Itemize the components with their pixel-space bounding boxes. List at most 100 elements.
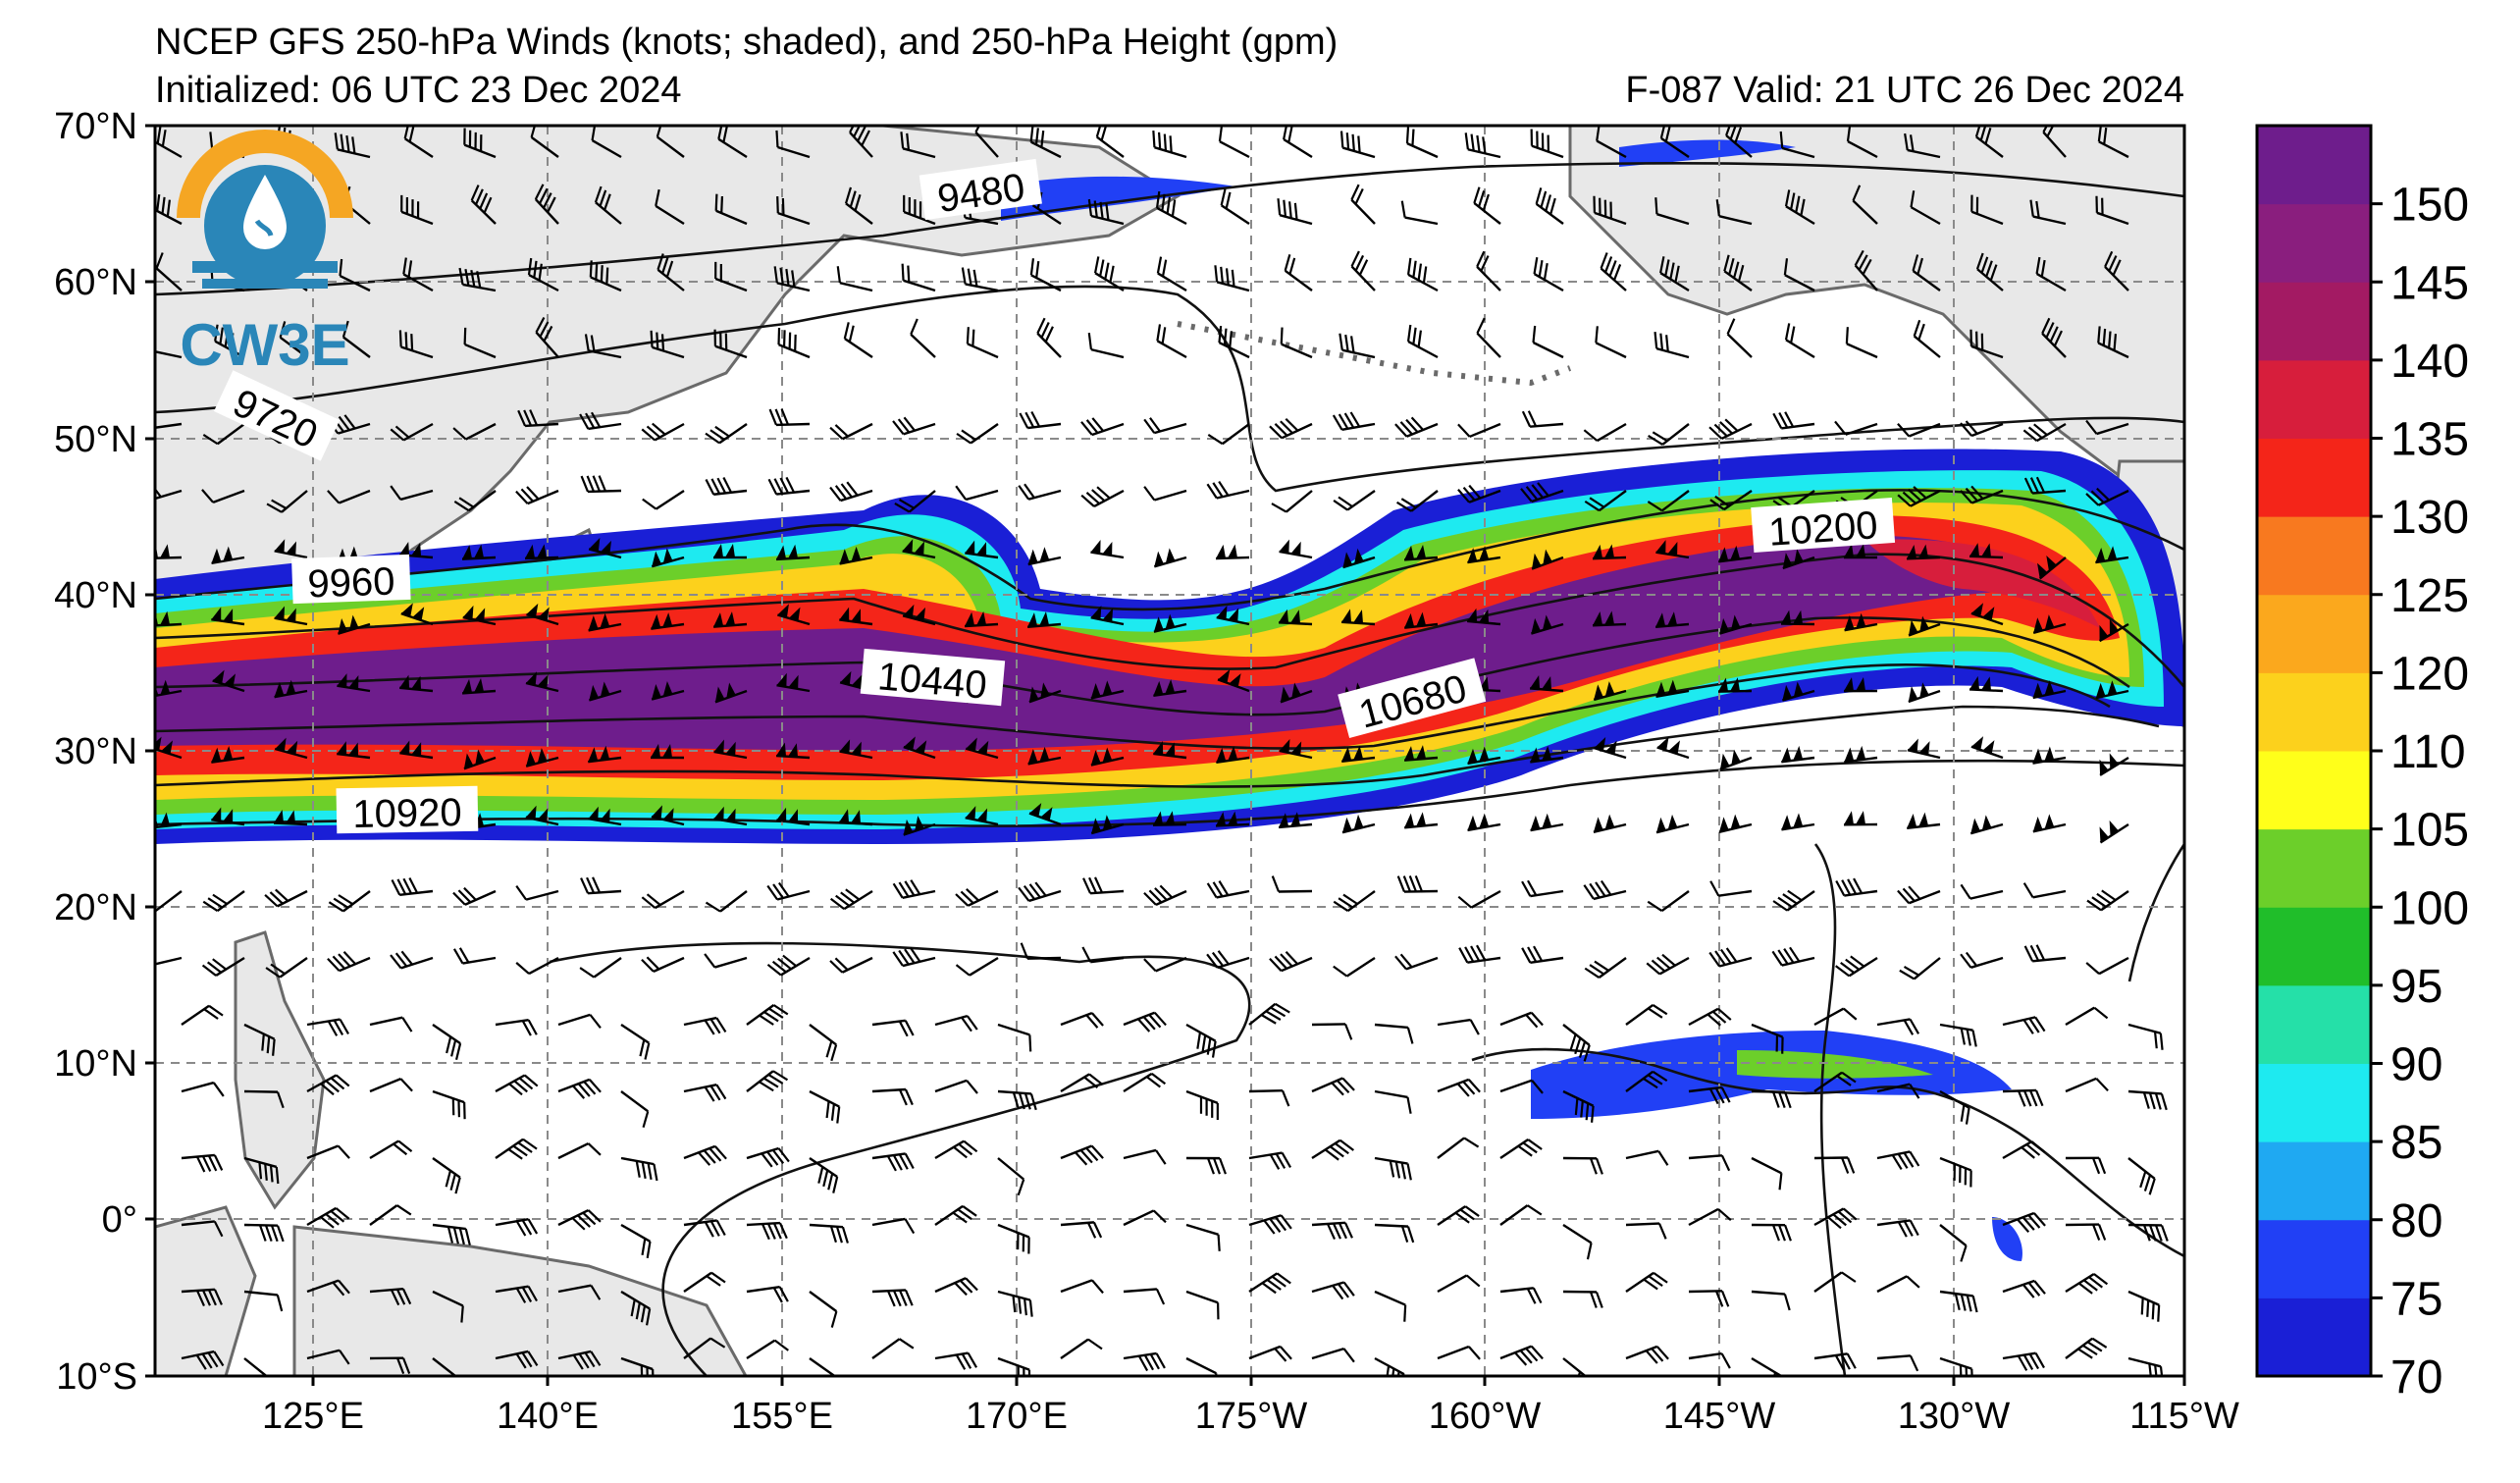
wind-barb <box>327 951 371 973</box>
colorbar-band <box>2257 126 2371 205</box>
wind-barb <box>1562 1024 1591 1062</box>
map-panel: 9480 9720 9960 10200 10440 10680 10920 <box>155 126 2184 1376</box>
wind-barb <box>1185 1356 1218 1376</box>
wind-barb <box>337 741 371 760</box>
wind-barb <box>432 1024 462 1061</box>
wind-barb <box>243 1156 280 1185</box>
lat-label: 60°N <box>54 262 137 303</box>
wind-barb <box>775 544 811 561</box>
wind-barb <box>1715 199 1753 226</box>
wind-barb <box>1594 737 1627 760</box>
wind-barb <box>1521 945 1564 965</box>
wind-barb <box>1248 1151 1291 1170</box>
colorbar-tick-label: 100 <box>2390 882 2469 934</box>
wind-barb <box>2065 1223 2107 1241</box>
wind-barb <box>594 185 622 225</box>
wind-barb <box>1020 942 1062 960</box>
wind-barb <box>1970 603 2004 626</box>
wind-barb <box>399 674 434 693</box>
wind-barb <box>1311 1221 1353 1240</box>
wind-barb <box>651 680 685 701</box>
wind-barb <box>1467 813 1501 832</box>
wind-barb <box>1311 1281 1355 1300</box>
wind-barb <box>1153 679 1187 698</box>
wind-barb <box>2023 944 2067 963</box>
wind-barb <box>713 329 748 359</box>
wind-barb <box>1906 544 1941 560</box>
wind-barb <box>713 739 748 760</box>
wind-barb <box>955 887 999 907</box>
wind-barb <box>1311 1139 1354 1161</box>
wind-barb <box>809 1089 841 1124</box>
logo-text: CW3E <box>180 312 349 378</box>
wind-barb <box>1155 190 1187 226</box>
wind-barb <box>400 194 434 226</box>
wind-barb <box>1654 332 1690 359</box>
wind-barb <box>1708 947 1753 968</box>
wind-barb <box>1813 1007 1858 1027</box>
wind-barb <box>1876 1150 1920 1171</box>
wind-barb <box>1340 609 1376 626</box>
wind-barb <box>1646 953 1690 976</box>
wind-barb <box>588 806 622 826</box>
wind-barb <box>155 610 183 627</box>
wind-barb <box>1595 326 1627 359</box>
wind-barb <box>2002 1279 2046 1298</box>
wind-barb <box>829 956 873 974</box>
wind-barb <box>809 1024 838 1062</box>
wind-barb <box>1467 546 1501 564</box>
wind-barb <box>181 1153 224 1173</box>
wind-barb <box>1311 1023 1353 1040</box>
colorbar-tick-label: 90 <box>2390 1039 2442 1091</box>
wind-barb <box>1090 606 1125 626</box>
wind-barb <box>1960 883 2004 900</box>
wind-barb <box>2097 126 2129 159</box>
wind-barb <box>1311 1347 1355 1363</box>
wind-barb <box>1843 544 1878 559</box>
wind-barb <box>557 1141 602 1160</box>
wind-barb <box>1781 745 1815 764</box>
wind-barb <box>1394 416 1439 438</box>
wind-barb <box>1530 813 1564 832</box>
wind-barb <box>1090 540 1125 559</box>
wind-barb <box>1123 1072 1167 1093</box>
wind-barb <box>1081 946 1125 964</box>
wind-barb <box>1520 482 1564 503</box>
initialized-time: Initialized: 06 UTC 23 Dec 2024 <box>155 70 682 111</box>
wind-barb <box>557 1350 602 1370</box>
wind-barb <box>579 411 622 431</box>
colorbar-tick-label: 120 <box>2390 648 2469 700</box>
wind-barb <box>902 539 936 559</box>
wind-barb <box>705 890 748 913</box>
wind-barb <box>1153 548 1187 568</box>
wind-barb <box>871 1087 914 1106</box>
colorbar-tick-label: 95 <box>2390 961 2442 1013</box>
wind-barb <box>809 1357 838 1376</box>
wind-barb <box>403 126 434 158</box>
wind-barb <box>1093 256 1125 292</box>
colorbar-tick-label: 80 <box>2390 1195 2442 1247</box>
wind-barb <box>1751 1023 1784 1054</box>
wind-barb <box>871 1217 916 1235</box>
wind-barb <box>2002 1088 2044 1107</box>
wind-barb <box>1960 485 2004 504</box>
wind-barb <box>1060 1221 1103 1239</box>
wind-barb <box>997 1023 1032 1052</box>
land-philippines <box>234 930 326 1210</box>
wind-barb <box>746 1221 788 1241</box>
wind-barb <box>2086 889 2129 912</box>
wind-barb <box>515 956 559 976</box>
colorbar-tick-label: 135 <box>2390 414 2469 466</box>
contour-label-9960: 9960 <box>291 554 411 607</box>
wind-barb <box>1406 257 1439 292</box>
wind-barb <box>965 806 999 826</box>
wind-barb <box>839 546 873 565</box>
wind-barb <box>1562 1290 1603 1308</box>
lon-label: 145°W <box>1663 1396 1776 1437</box>
wind-barb <box>620 1024 651 1060</box>
wind-barb <box>704 953 748 969</box>
wind-barb <box>432 1223 471 1245</box>
wind-barb <box>1583 422 1627 443</box>
wind-barb <box>1813 1071 1857 1092</box>
wind-barb <box>849 126 873 158</box>
